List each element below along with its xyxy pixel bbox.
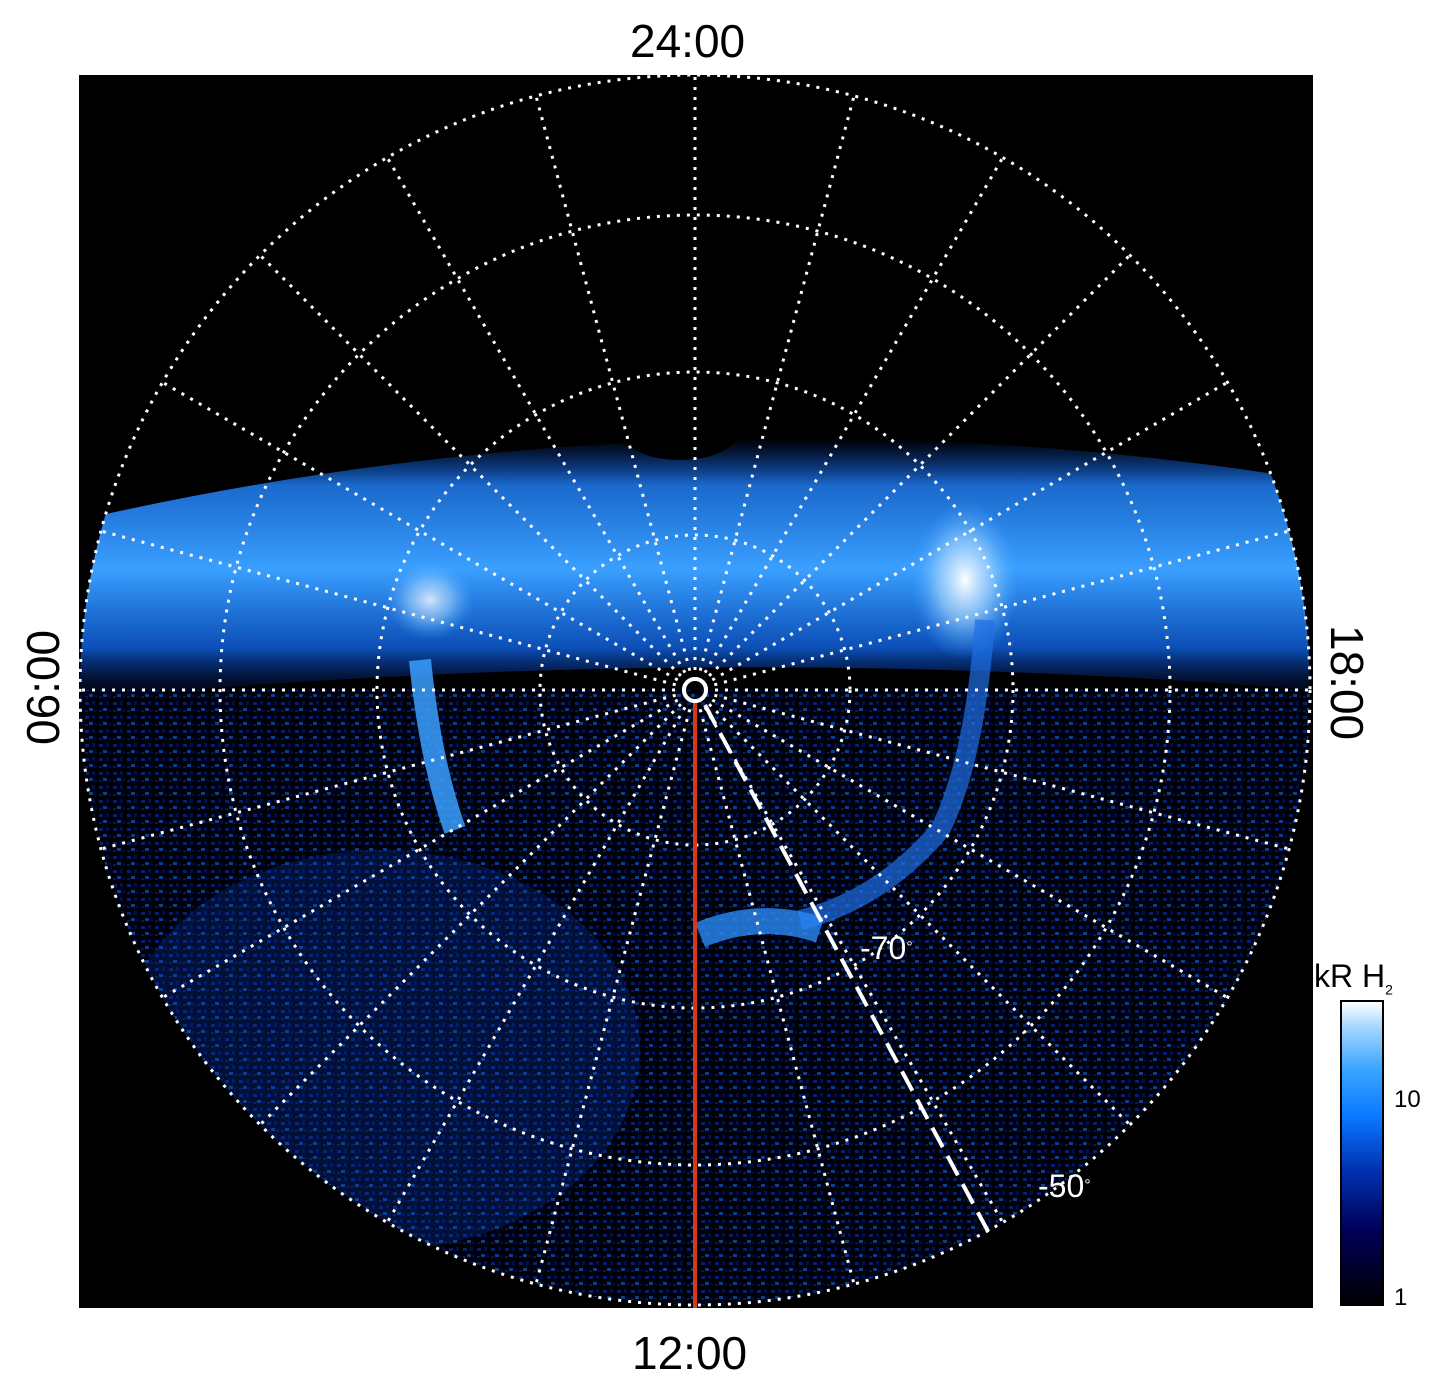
time-label-bottom: 12:00: [632, 1327, 748, 1379]
time-label-top: 24:00: [630, 15, 746, 67]
pole-marker: [682, 677, 708, 703]
polar-grid: [79, 75, 1312, 1307]
time-label-right: 18:00: [1321, 625, 1373, 741]
latitude-label-outer: -50°: [1038, 1168, 1091, 1204]
colorbar-tick-10: 10: [1394, 1086, 1421, 1113]
colorbar-unit-label: kR H2: [1314, 958, 1393, 998]
time-label-left: 06:00: [17, 629, 69, 745]
latitude-label-inner: -70°: [860, 930, 913, 966]
colorbar: [1340, 1000, 1384, 1306]
colorbar-tick-1: 1: [1394, 1284, 1408, 1311]
dashed-meridian-line: [703, 704, 992, 1236]
